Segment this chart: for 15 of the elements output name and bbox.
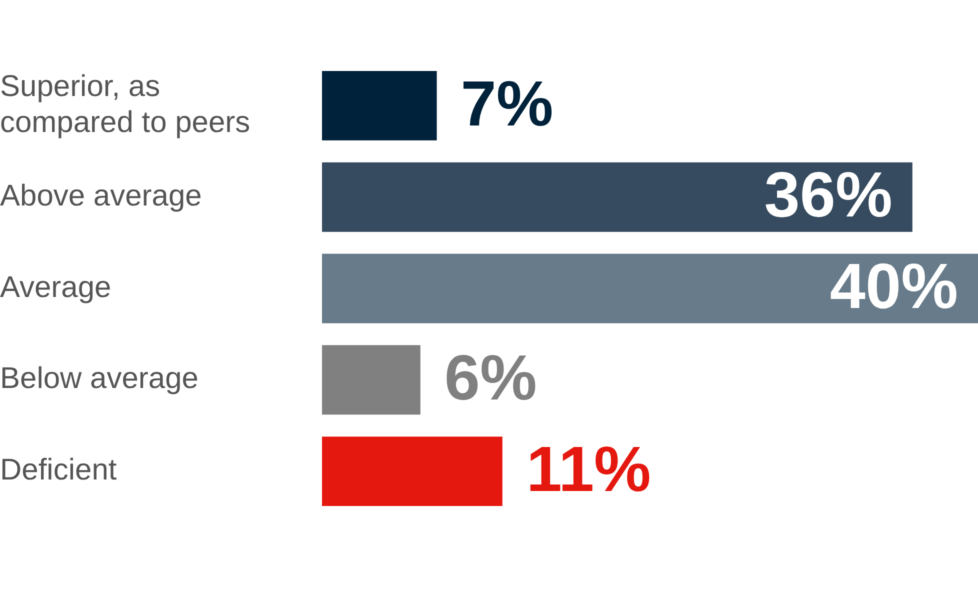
y-tick-label: Deficient	[0, 454, 118, 487]
y-tick-label: Above average	[0, 179, 202, 212]
data-label: 36%	[764, 158, 892, 231]
bar	[322, 162, 912, 232]
data-label: 11%	[526, 432, 651, 505]
bar	[322, 70, 437, 140]
data-label: 6%	[444, 342, 537, 414]
y-tick-label: Below average	[0, 362, 198, 396]
y-tick-label: Average	[0, 270, 112, 304]
bar	[322, 436, 502, 506]
data-label: 7%	[460, 67, 554, 140]
y-tick-label: Superior, as compared to peers	[0, 70, 250, 139]
data-label: 40%	[830, 250, 958, 322]
bar	[322, 345, 420, 415]
bar	[322, 254, 978, 324]
